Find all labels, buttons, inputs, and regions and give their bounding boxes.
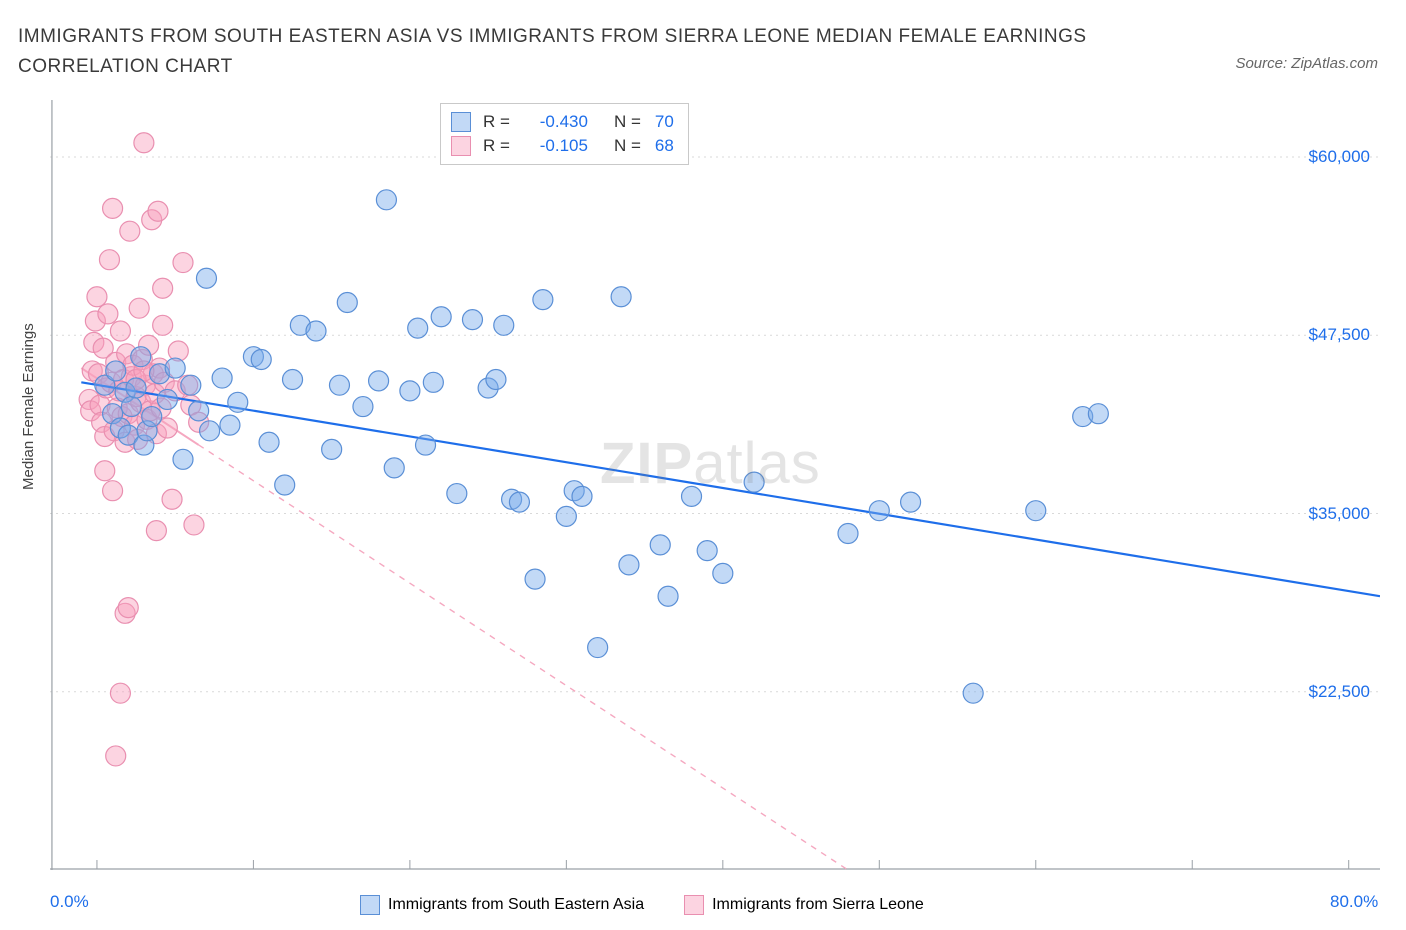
chart-title: IMMIGRANTS FROM SOUTH EASTERN ASIA VS IM… — [18, 22, 1118, 83]
legend-swatch-pink — [451, 136, 471, 156]
series-legend: Immigrants from South Eastern Asia Immig… — [360, 895, 924, 915]
chart-container: IMMIGRANTS FROM SOUTH EASTERN ASIA VS IM… — [0, 0, 1406, 930]
scatter-plot — [50, 100, 1380, 870]
legend-swatch-pink — [684, 895, 704, 915]
y-axis-label: Median Female Earnings — [20, 323, 37, 490]
legend-row-2: R = -0.105 N = 68 — [451, 134, 674, 158]
y-tick-label: $35,000 — [1290, 504, 1370, 524]
y-tick-label: $47,500 — [1290, 325, 1370, 345]
legend-item-2: Immigrants from Sierra Leone — [684, 895, 924, 915]
legend-row-1: R = -0.430 N = 70 — [451, 110, 674, 134]
correlation-legend: R = -0.430 N = 70 R = -0.105 N = 68 — [440, 103, 689, 165]
y-tick-label: $60,000 — [1290, 147, 1370, 167]
legend-swatch-blue — [360, 895, 380, 915]
legend-label-2: Immigrants from Sierra Leone — [712, 896, 924, 914]
legend-swatch-blue — [451, 112, 471, 132]
x-axis-min-label: 0.0% — [50, 892, 89, 912]
y-tick-label: $22,500 — [1290, 682, 1370, 702]
legend-item-1: Immigrants from South Eastern Asia — [360, 895, 644, 915]
source-attribution: Source: ZipAtlas.com — [1235, 55, 1378, 72]
legend-label-1: Immigrants from South Eastern Asia — [388, 896, 644, 914]
x-axis-max-label: 80.0% — [1330, 892, 1378, 912]
